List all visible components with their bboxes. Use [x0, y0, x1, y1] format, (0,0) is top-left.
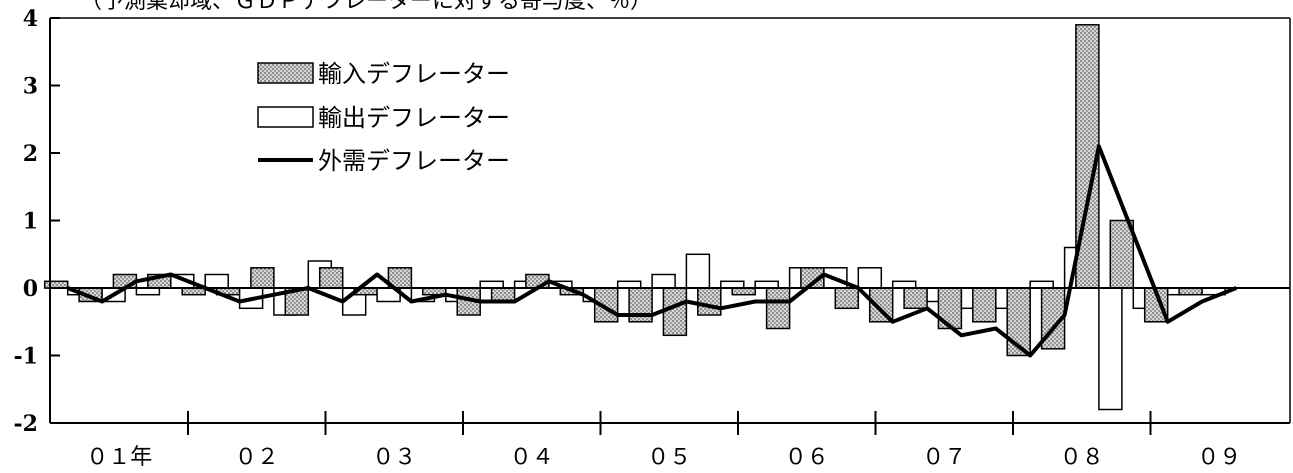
import-deflator-bar: [662, 287, 688, 337]
x-year-label: ０７: [922, 445, 966, 470]
x-year-label: ０５: [647, 445, 691, 470]
import-deflator-bar: [765, 287, 791, 330]
x-year-label: ０９: [1197, 445, 1241, 470]
import-deflator-bar: [972, 287, 997, 323]
import-deflator-bar: [1178, 287, 1203, 296]
import-deflator-bar: [318, 267, 344, 289]
import-deflator-bar: [181, 287, 206, 296]
y-tick-label: 2: [23, 141, 38, 167]
export-deflator-bar: [651, 273, 676, 289]
y-tick-label: -2: [14, 411, 38, 437]
import-deflator-bar: [490, 287, 516, 303]
legend-label: 外需デフレーター: [318, 147, 510, 175]
plot-area: [43, 24, 1238, 411]
external-demand-deflator-line: [66, 144, 1238, 358]
import-deflator-bar: [697, 287, 722, 316]
legend-label: 輸出デフレーター: [318, 104, 510, 132]
y-tick-label: 3: [23, 74, 38, 100]
export-deflator-bar: [204, 273, 229, 289]
export-deflator-bar: [685, 253, 711, 289]
y-tick-label: 1: [23, 209, 38, 235]
export-deflator-bar: [135, 287, 161, 296]
import-deflator-bar: [834, 287, 860, 310]
import-deflator-bar: [250, 267, 275, 289]
legend-swatch-export: [257, 106, 314, 128]
chart-title: （予測棄却域、ＧＤＰデフレーターに対する寄与度、％）: [80, 0, 652, 14]
y-tick-label: 0: [23, 276, 38, 302]
legend-label: 輸入デフレーター: [318, 60, 510, 88]
y-tick-label: -1: [14, 344, 38, 370]
y-tick-label: 4: [23, 6, 38, 32]
legend-swatch-import: [257, 62, 314, 84]
export-deflator-bar: [1098, 287, 1123, 411]
export-deflator-bar: [857, 267, 883, 289]
import-deflator-bar: [903, 287, 928, 310]
import-deflator-bar: [731, 287, 756, 296]
x-year-label: ０３: [372, 445, 416, 470]
axes: 4 3 2 1 0 -1 -2 ０１年 ０２ ０３ ０４ ０５ ０６ ０７ ０８ ０９: [14, 6, 1291, 470]
x-year-label: ０４: [510, 445, 554, 470]
x-year-label: ０６: [785, 445, 829, 470]
x-year-label: ０８: [1060, 445, 1104, 470]
x-year-label: ０１年: [86, 445, 152, 470]
x-year-label: ０２: [235, 445, 279, 470]
